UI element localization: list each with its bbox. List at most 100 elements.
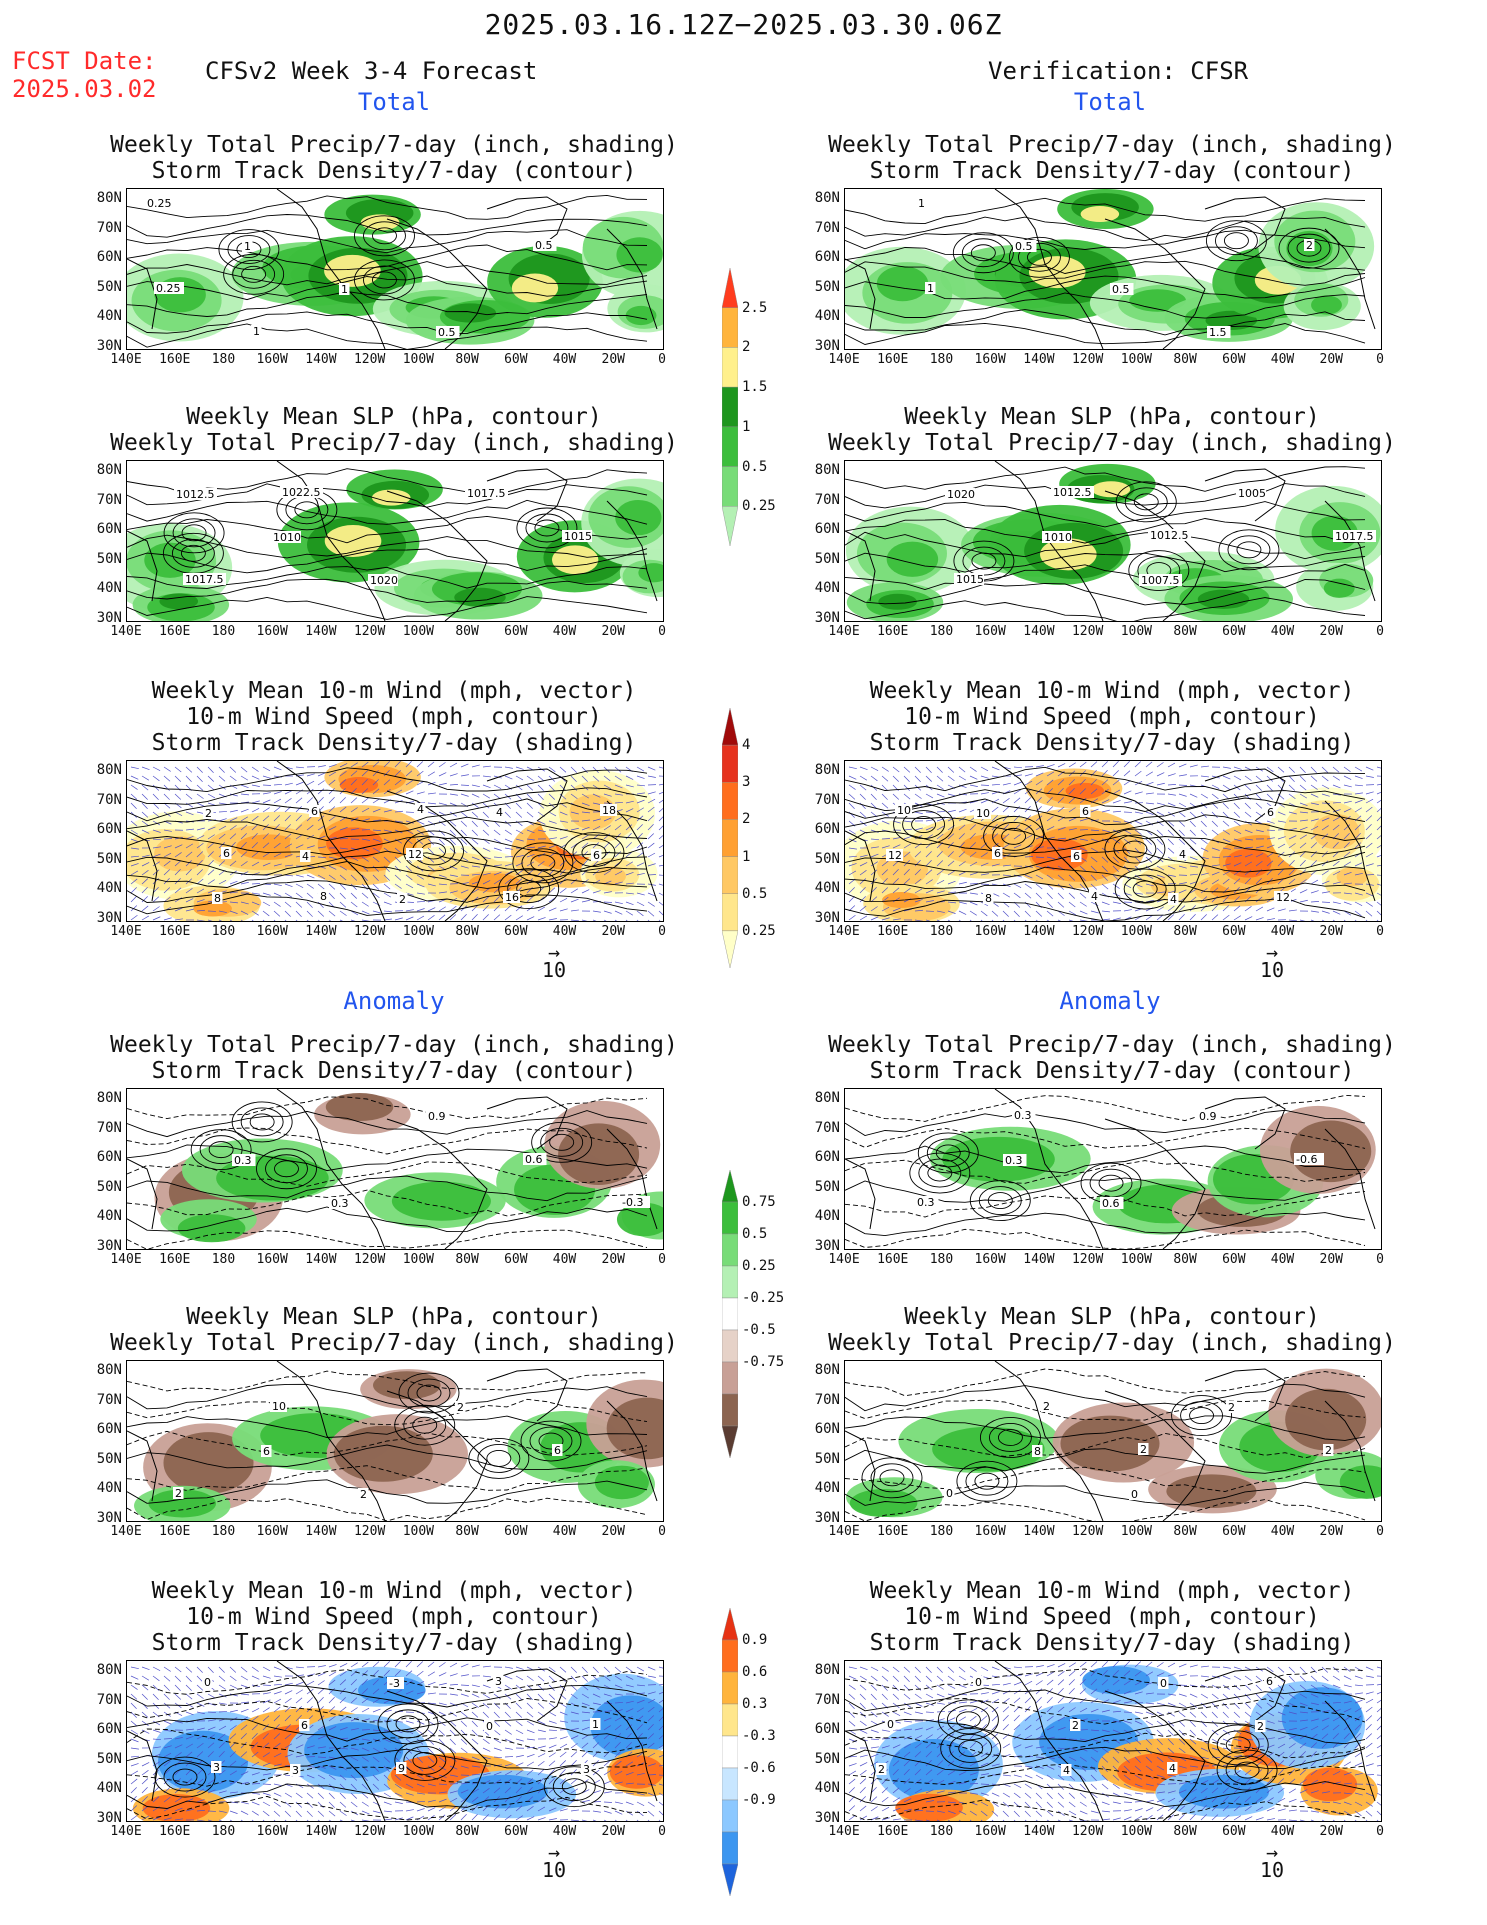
wind-vector xyxy=(614,816,623,822)
wind-vector xyxy=(903,1728,912,1731)
wind-vector xyxy=(870,1702,877,1709)
colorbar-label: 2.5 xyxy=(742,299,768,316)
wind-vector xyxy=(306,1745,315,1749)
wind-vector xyxy=(515,1702,522,1709)
contour-line xyxy=(845,260,1366,286)
wind-vector xyxy=(482,1675,491,1678)
wind-vector xyxy=(1002,815,1009,822)
wind-vector xyxy=(306,780,315,786)
lat-label: 50N xyxy=(814,850,840,867)
wind-vector xyxy=(1156,1747,1163,1754)
wind-vector xyxy=(416,1792,425,1795)
wind-vector xyxy=(1112,865,1119,872)
wind-vector xyxy=(1189,856,1198,861)
coastline xyxy=(1204,1668,1286,1722)
wind-vector xyxy=(339,1663,348,1668)
wind-vector xyxy=(1090,865,1097,872)
wind-vector xyxy=(1035,1680,1043,1686)
wind-vector xyxy=(383,1756,391,1763)
wind-vector xyxy=(1376,901,1381,906)
shade-blob xyxy=(942,1136,1055,1182)
wind-vector xyxy=(504,1787,512,1794)
contour-ring xyxy=(1214,226,1258,256)
wind-vector xyxy=(185,828,194,831)
wind-vector xyxy=(1178,1789,1187,1794)
coastline xyxy=(127,830,158,902)
contour-label: 1015 xyxy=(564,530,592,543)
wind-vector xyxy=(1332,809,1341,813)
wind-vector xyxy=(548,784,555,791)
wind-vector xyxy=(625,851,633,858)
wind-vector xyxy=(526,1787,533,1794)
contour-ring xyxy=(372,227,397,245)
contour-label-bg xyxy=(954,573,984,585)
wind-vector xyxy=(647,910,655,917)
wind-vector xyxy=(218,1790,227,1794)
lon-label: 0 xyxy=(658,352,666,367)
wind-vector xyxy=(1255,896,1263,903)
wind-vector xyxy=(427,802,436,805)
wind-vector xyxy=(1002,806,1010,813)
wind-vector xyxy=(1277,766,1285,773)
wind-vector xyxy=(394,779,402,786)
wind-vector xyxy=(515,1762,524,1767)
contour-ring xyxy=(265,1154,308,1184)
wind-vector xyxy=(1310,1779,1319,1785)
wind-vector xyxy=(592,910,601,913)
wind-vector xyxy=(460,1674,469,1677)
wind-vector xyxy=(515,915,523,921)
wind-vector xyxy=(1211,1814,1219,1821)
wind-vector xyxy=(383,918,392,921)
wind-vector xyxy=(903,1798,912,1803)
wind-vector xyxy=(1046,1810,1054,1817)
contour-label: 1 xyxy=(244,240,251,253)
wind-vector xyxy=(1266,860,1274,867)
wind-vector xyxy=(903,1769,910,1776)
wind-vector xyxy=(859,869,867,876)
contour-ring xyxy=(190,1129,252,1171)
wind-vector xyxy=(925,819,934,822)
wind-vector xyxy=(570,827,579,831)
wind-vector xyxy=(625,833,632,840)
panel-title-r1-1: Weekly Total Precip/7-day (inch, shading… xyxy=(828,132,1396,158)
wind-vector xyxy=(284,892,293,898)
wind-vector xyxy=(262,1715,270,1722)
wind-vector xyxy=(570,1819,579,1821)
wind-vector xyxy=(328,1810,336,1817)
wind-vector xyxy=(1068,1662,1076,1668)
wind-vector xyxy=(980,1773,989,1776)
contour-ring xyxy=(1104,828,1166,870)
wind-vector xyxy=(592,1790,601,1794)
wind-vector xyxy=(229,775,237,782)
wind-vector xyxy=(460,774,469,777)
wind-vector xyxy=(1365,1801,1373,1807)
wind-vector xyxy=(328,788,335,795)
wind-vector xyxy=(614,1701,624,1704)
wind-vector xyxy=(372,829,381,832)
contour-line xyxy=(845,501,1366,528)
wind-vector xyxy=(416,829,424,835)
wind-vector xyxy=(936,890,945,894)
map-svg-l4: 0.30.30.90.6-0.3 xyxy=(127,1089,663,1249)
wind-vector xyxy=(471,1788,480,1794)
colorbar-label: 0.5 xyxy=(742,885,768,902)
wind-vector xyxy=(1376,1699,1381,1704)
wind-vector xyxy=(240,1724,248,1731)
wind-vector xyxy=(284,883,293,888)
wind-vector xyxy=(163,1702,171,1709)
wind-vector xyxy=(251,800,260,804)
lon-label: 80W xyxy=(1173,1824,1197,1839)
wind-vector xyxy=(240,1801,249,1805)
wind-vector xyxy=(185,1693,193,1700)
wind-vector xyxy=(1090,856,1098,863)
wind-vector xyxy=(1112,1801,1121,1804)
wind-vector xyxy=(1222,1675,1231,1680)
wind-vector xyxy=(482,872,491,876)
coastline-layer xyxy=(845,189,1376,349)
contour-label-bg xyxy=(1167,1762,1178,1774)
wind-vector xyxy=(218,919,223,921)
wind-vector xyxy=(980,919,983,921)
wind-vector xyxy=(383,829,392,833)
contour-label-bg xyxy=(533,239,557,251)
wind-vector xyxy=(427,856,435,863)
